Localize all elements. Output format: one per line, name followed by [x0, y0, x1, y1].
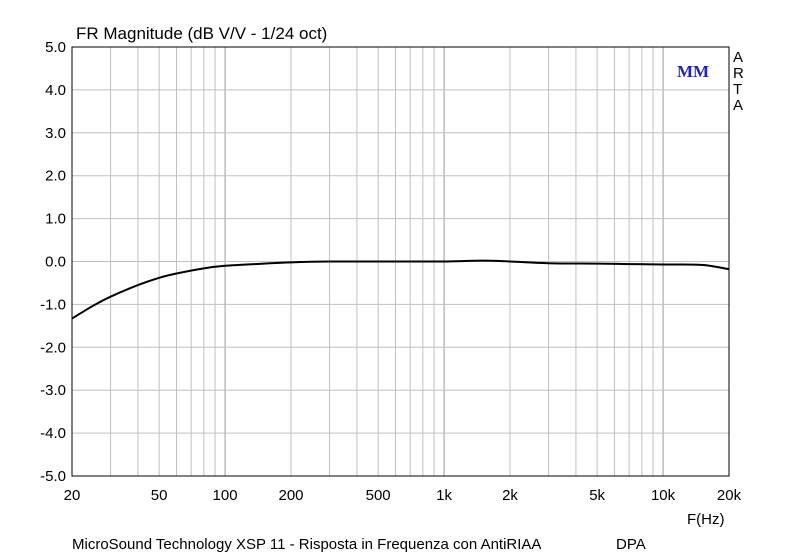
- x-tick-label: 20: [64, 487, 81, 504]
- chart-title: FR Magnitude (dB V/V - 1/24 oct): [76, 24, 327, 43]
- arta-letter: A: [733, 97, 743, 114]
- chart-caption: MicroSound Technology XSP 11 - Risposta …: [72, 536, 541, 553]
- y-tick-label: 4.0: [45, 82, 66, 99]
- y-tick-label: 3.0: [45, 125, 66, 142]
- arta-letter: R: [733, 65, 744, 82]
- x-tick-label: 100: [213, 487, 238, 504]
- arta-letter: A: [733, 49, 743, 66]
- x-tick-label: 1k: [436, 487, 452, 504]
- y-tick-label: -5.0: [40, 468, 66, 485]
- y-tick-label: 5.0: [45, 39, 66, 56]
- y-tick-label: -4.0: [40, 425, 66, 442]
- y-tick-labels: 5.0 4.0 3.0 2.0 1.0 0.0 -1.0 -2.0 -3.0 -4.0 -5.0: [40, 39, 66, 485]
- x-tick-label: 5k: [589, 487, 605, 504]
- x-tick-label: 500: [366, 487, 391, 504]
- x-axis-label: F(Hz): [687, 511, 725, 528]
- x-tick-label: 10k: [651, 487, 676, 504]
- x-tick-label: 20k: [717, 487, 742, 504]
- y-tick-label: 0.0: [45, 254, 66, 271]
- y-tick-label: 1.0: [45, 211, 66, 228]
- x-tick-label: 200: [278, 487, 303, 504]
- arta-letter: T: [733, 81, 742, 98]
- y-tick-label: -3.0: [40, 382, 66, 399]
- plot-frame: [71, 46, 730, 477]
- x-tick-labels: 20 50 100 200 500 1k 2k 5k 10k 20k: [64, 487, 742, 504]
- x-tick-label: 2k: [502, 487, 518, 504]
- caption-tag: DPA: [616, 536, 646, 553]
- y-tick-label: -2.0: [40, 339, 66, 356]
- y-tick-label: 2.0: [45, 168, 66, 185]
- y-tick-label: -1.0: [40, 296, 66, 313]
- mm-badge: MM: [677, 62, 709, 81]
- x-tick-label: 50: [151, 487, 168, 504]
- frequency-response-line: [71, 259, 730, 320]
